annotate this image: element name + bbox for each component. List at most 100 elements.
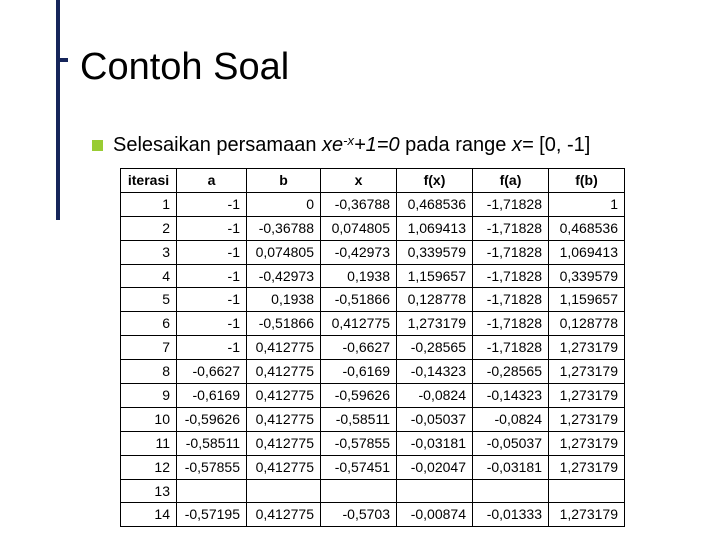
- table-cell: -0,57451: [321, 455, 397, 479]
- table-cell: -1,71828: [473, 288, 549, 312]
- eq-part3: x=: [512, 134, 539, 156]
- table-row: 12-0,578550,412775-0,57451-0,02047-0,031…: [121, 455, 625, 479]
- table-cell: -1,71828: [473, 264, 549, 288]
- table-row: 6-1-0,518660,4127751,273179-1,718280,128…: [121, 312, 625, 336]
- table-cell: -0,58511: [321, 407, 397, 431]
- table-cell: -0,14323: [397, 360, 473, 384]
- table-row: 13: [121, 479, 625, 503]
- table-cell: 1: [549, 192, 625, 216]
- subtitle-lead: Selesaikan persamaan: [113, 134, 322, 156]
- table-cell: 1,273179: [549, 336, 625, 360]
- table-cell: 1,273179: [549, 455, 625, 479]
- table-row: 7-10,412775-0,6627-0,28565-1,718281,2731…: [121, 336, 625, 360]
- table-row: 14-0,571950,412775-0,5703-0,00874-0,0133…: [121, 503, 625, 527]
- table-cell: [247, 479, 321, 503]
- table-cell: 1,273179: [549, 503, 625, 527]
- table-cell: 1,273179: [397, 312, 473, 336]
- table-header-cell: b: [247, 169, 321, 193]
- table-cell: 0,1938: [321, 264, 397, 288]
- table-cell: [473, 479, 549, 503]
- table-cell: -1,71828: [473, 336, 549, 360]
- table-cell: 0,128778: [549, 312, 625, 336]
- eq-sup: -x: [343, 133, 354, 148]
- table-cell: 0,128778: [397, 288, 473, 312]
- table-cell: -0,42973: [321, 240, 397, 264]
- table-cell: -0,5703: [321, 503, 397, 527]
- table-cell: 0,1938: [247, 288, 321, 312]
- table-cell: -0,36788: [321, 192, 397, 216]
- table-cell: 2: [121, 216, 177, 240]
- table-cell: 0,412775: [247, 336, 321, 360]
- table-cell: -0,57855: [177, 455, 247, 479]
- table-cell: -0,14323: [473, 384, 549, 408]
- table-cell: -0,59626: [177, 407, 247, 431]
- table-cell: 0,412775: [321, 312, 397, 336]
- table-cell: 1,159657: [397, 264, 473, 288]
- table-cell: -0,05037: [397, 407, 473, 431]
- eq-part1: xe: [322, 134, 343, 156]
- table-cell: -0,51866: [321, 288, 397, 312]
- table-cell: 0,412775: [247, 407, 321, 431]
- table-header-cell: a: [177, 169, 247, 193]
- table-cell: 1,069413: [397, 216, 473, 240]
- table-cell: -0,6627: [321, 336, 397, 360]
- table-cell: 1,069413: [549, 240, 625, 264]
- table-header-cell: x: [321, 169, 397, 193]
- table-cell: 10: [121, 407, 177, 431]
- table-cell: [177, 479, 247, 503]
- table-cell: -0,28565: [397, 336, 473, 360]
- table-cell: -1: [177, 312, 247, 336]
- table-cell: 5: [121, 288, 177, 312]
- table-cell: 0,412775: [247, 360, 321, 384]
- table-cell: 1,159657: [549, 288, 625, 312]
- table-body: 1-10-0,367880,468536-1,7182812-1-0,36788…: [121, 192, 625, 526]
- table-cell: 0,412775: [247, 455, 321, 479]
- table-cell: -0,0824: [397, 384, 473, 408]
- table-cell: 1,273179: [549, 431, 625, 455]
- table-cell: -0,6169: [321, 360, 397, 384]
- table-cell: -0,6169: [177, 384, 247, 408]
- table-cell: 0: [247, 192, 321, 216]
- table-row: 3-10,074805-0,429730,339579-1,718281,069…: [121, 240, 625, 264]
- table-cell: -0,01333: [473, 503, 549, 527]
- table-header-cell: f(b): [549, 169, 625, 193]
- table-row: 4-1-0,429730,19381,159657-1,718280,33957…: [121, 264, 625, 288]
- eq-part2: +1=0: [354, 134, 400, 156]
- table-cell: [397, 479, 473, 503]
- table-cell: -1: [177, 288, 247, 312]
- table-cell: -1: [177, 336, 247, 360]
- table-cell: -0,36788: [247, 216, 321, 240]
- table-cell: -0,28565: [473, 360, 549, 384]
- table-cell: -1: [177, 192, 247, 216]
- table-cell: -1,71828: [473, 192, 549, 216]
- table-cell: 7: [121, 336, 177, 360]
- table-cell: [321, 479, 397, 503]
- table-header-cell: f(x): [397, 169, 473, 193]
- table-row: 11-0,585110,412775-0,57855-0,03181-0,050…: [121, 431, 625, 455]
- table-cell: -0,59626: [321, 384, 397, 408]
- table-cell: -1: [177, 264, 247, 288]
- table-cell: 1,273179: [549, 360, 625, 384]
- table-cell: -1,71828: [473, 240, 549, 264]
- table-header-cell: f(a): [473, 169, 549, 193]
- table-row: 8-0,66270,412775-0,6169-0,14323-0,285651…: [121, 360, 625, 384]
- table-cell: 0,468536: [397, 192, 473, 216]
- table-cell: 1,273179: [549, 407, 625, 431]
- page-title: Contoh Soal: [80, 46, 289, 89]
- table-cell: 14: [121, 503, 177, 527]
- table-cell: [549, 479, 625, 503]
- subtitle-text: Selesaikan persamaan xe-x+1=0 pada range…: [113, 134, 590, 157]
- table-cell: -1,71828: [473, 312, 549, 336]
- table-row: 1-10-0,367880,468536-1,718281: [121, 192, 625, 216]
- subtitle-tail: [0, -1]: [539, 134, 590, 156]
- table-cell: 0,074805: [247, 240, 321, 264]
- table-cell: -0,58511: [177, 431, 247, 455]
- table-cell: -1: [177, 240, 247, 264]
- table-cell: 6: [121, 312, 177, 336]
- table-cell: 0,074805: [321, 216, 397, 240]
- table-row: 10-0,596260,412775-0,58511-0,05037-0,082…: [121, 407, 625, 431]
- table-header-cell: iterasi: [121, 169, 177, 193]
- data-table: iterasiabxf(x)f(a)f(b) 1-10-0,367880,468…: [120, 168, 625, 527]
- subtitle-row: Selesaikan persamaan xe-x+1=0 pada range…: [92, 134, 590, 157]
- accent-bar: [56, 0, 60, 220]
